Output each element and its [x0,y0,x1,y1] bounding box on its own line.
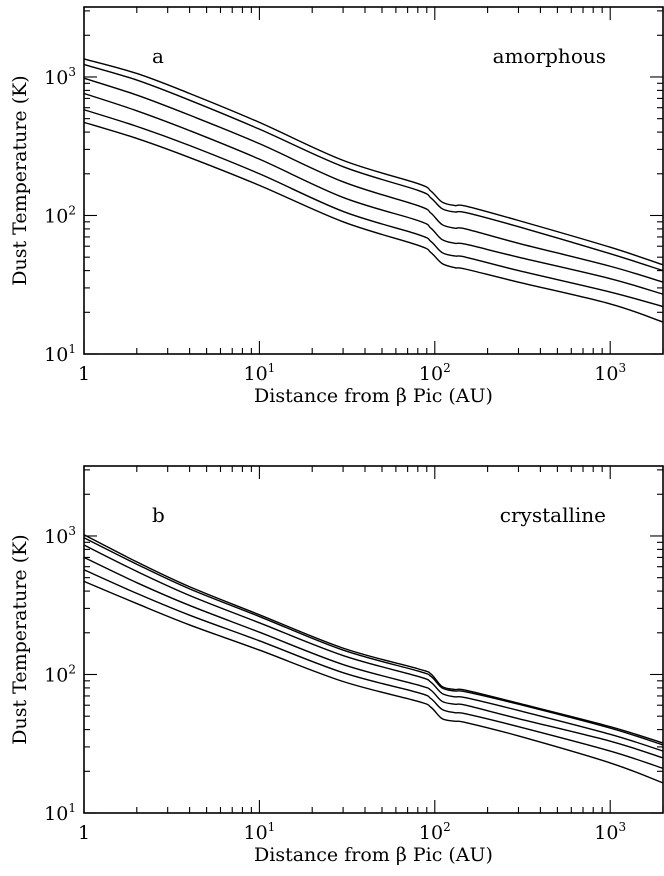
temperature-curve-6 [83,121,664,323]
y-tick-exponent: 2 [68,662,76,676]
x-tick-label: 103 [594,361,626,385]
plot-frame [83,6,664,355]
x-tick-exponent: 1 [268,820,276,834]
temperature-curve-4 [83,556,664,759]
temperature-curve-5 [83,109,664,308]
temperature-curve-5 [83,569,664,770]
temperature-curve-3 [83,77,664,283]
x-tick-label: 102 [419,361,451,385]
material-annotation: amorphous [493,44,606,68]
x-tick-label: 103 [594,820,626,844]
temperature-curve-2 [83,537,664,746]
y-axis-label: Dust Temperature (K) [9,534,31,744]
temperature-curve-2 [83,63,664,272]
x-tick-exponent: 3 [618,820,626,834]
x-tick-label: 102 [419,820,451,844]
x-tick-label: 101 [243,361,275,385]
y-tick-exponent: 3 [68,524,76,538]
x-tick-label: 101 [243,820,275,844]
temperature-curve-6 [83,580,664,784]
y-tick-label: 103 [44,524,76,548]
x-tick-exponent: 3 [618,361,626,375]
x-tick-exponent: 2 [443,361,451,375]
panel-label: b [152,503,165,527]
x-axis-label: Distance from β Pic (AU) [254,385,493,407]
y-tick-label: 103 [44,65,76,89]
y-tick-label: 102 [44,662,76,686]
temperature-curve-3 [83,544,664,752]
x-axis-label: Distance from β Pic (AU) [254,844,493,866]
x-tick-exponent: 1 [268,361,276,375]
x-tick-label: 1 [78,363,90,385]
temperature-curve-1 [83,534,664,744]
temperature-curve-4 [83,92,664,295]
y-tick-label: 101 [44,801,76,825]
material-annotation: crystalline [500,503,606,527]
plot-frame [83,465,664,814]
x-tick-exponent: 2 [443,820,451,834]
panel-label: a [152,44,164,68]
y-tick-exponent: 1 [68,801,76,815]
temperature-curve-1 [83,58,664,266]
x-tick-label: 1 [78,822,90,844]
y-tick-exponent: 3 [68,65,76,79]
y-tick-label: 102 [44,203,76,227]
y-axis-label: Dust Temperature (K) [9,75,31,285]
y-tick-exponent: 2 [68,203,76,217]
y-tick-exponent: 1 [68,342,76,356]
y-tick-label: 101 [44,342,76,366]
